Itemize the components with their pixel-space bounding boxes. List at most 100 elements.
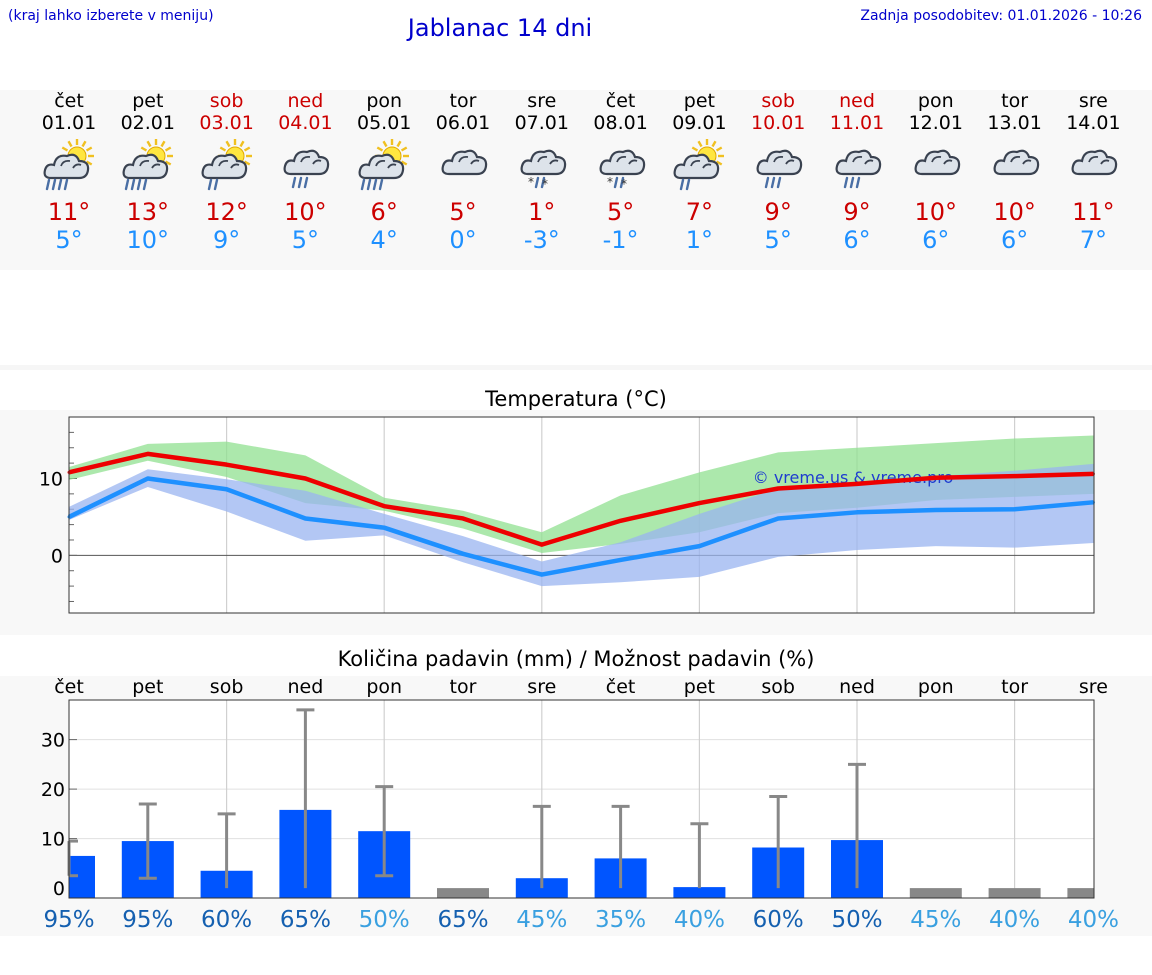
sun-ray [716, 160, 723, 166]
max-temp: 10° [993, 198, 1036, 226]
day-name: sob [209, 90, 244, 112]
category-label: ned [839, 676, 875, 698]
day-date: 08.01 [593, 112, 648, 134]
data-point-min [619, 558, 623, 562]
max-temp: 1° [528, 198, 556, 226]
min-temp: 7° [1079, 226, 1108, 254]
day-name: pet [683, 90, 715, 112]
data-point-min [776, 516, 780, 520]
cloud-detail [300, 155, 311, 163]
data-point-max [382, 504, 386, 508]
sun-ray [140, 146, 147, 152]
min-temp: 10° [126, 226, 170, 254]
cloud-shape [673, 153, 720, 180]
day-date: 10.01 [750, 112, 806, 134]
rain-drop [776, 176, 782, 189]
icon-shapes [914, 149, 960, 176]
cloud-shape [358, 153, 405, 180]
cloud-outline [599, 149, 645, 176]
region-menu-hint: (kraj lahko izberete v meniju) [8, 8, 214, 24]
day-column: čet 01.01 11° 5° [29, 90, 109, 254]
category-label: ned [288, 676, 324, 698]
precip-bar [437, 888, 489, 898]
cloud-detail [470, 159, 480, 165]
cloud-detail [375, 159, 386, 167]
max-temp: 6° [370, 198, 398, 226]
snow-flake: * [621, 177, 627, 191]
precip-bar [988, 888, 1041, 898]
rain-drop [136, 178, 141, 191]
day-name: pon [917, 90, 954, 112]
day-name: pet [132, 90, 164, 112]
sun-ray [61, 146, 69, 152]
category-label: tor [1001, 676, 1028, 698]
last-update: Zadnja posodobitev: 01.01.2026 - 10:26 [860, 8, 1142, 24]
cloud-detail [785, 159, 795, 165]
data-point-min [303, 516, 307, 520]
day-date: 11.01 [829, 112, 885, 134]
cloud-outline [914, 149, 960, 176]
rain-drop [855, 176, 861, 189]
data-point-min [225, 487, 229, 491]
cloud-shape [43, 153, 90, 180]
temperature-chart: 010 © vreme.us & vreme.pro [39, 416, 1095, 614]
cloud-rain-icon [835, 149, 882, 189]
icon-shapes [673, 139, 725, 191]
snow-flake: * [528, 175, 534, 189]
sun-ray [85, 160, 93, 166]
cloud-detail [1021, 159, 1031, 165]
precip-bar [673, 887, 726, 898]
cloud-outline [283, 149, 330, 176]
cloud-shape [201, 153, 247, 180]
day-name: čet [605, 90, 636, 112]
plot-frame [68, 699, 1095, 899]
sun-ray [85, 146, 93, 152]
min-temp: 0° [449, 226, 477, 254]
rain-drop [686, 178, 691, 191]
cloud-outline [43, 153, 90, 180]
range-band-max-range [69, 435, 1094, 554]
y-tick-label: 0 [53, 878, 65, 900]
day-column: pet 02.01 13° 10° [108, 90, 188, 254]
day-name: sre [1078, 90, 1108, 112]
cloud-icon [914, 149, 960, 176]
precip-chance-label: 60% [753, 907, 804, 933]
icon-shapes [43, 139, 94, 191]
day-name: sob [761, 90, 795, 112]
cloud-rain-icon [756, 149, 803, 189]
cloud-detail [151, 163, 161, 169]
category-label: čet [54, 676, 84, 698]
sun-ray [164, 160, 172, 166]
min-temp: 5° [291, 226, 320, 254]
cloud-detail [615, 155, 626, 163]
max-temp: 12° [205, 198, 248, 226]
rain-drop [57, 178, 63, 191]
day-column: sob 03.01 12° 9° [187, 90, 267, 254]
day-date: 01.01 [41, 112, 97, 134]
cloud-outline [441, 149, 488, 176]
day-name: ned [839, 90, 875, 112]
y-tick-label: 30 [41, 730, 65, 752]
precip-chance-label: 40% [989, 907, 1040, 933]
icon-shapes [283, 149, 330, 189]
day-column: sob 10.01 9° 5° [738, 90, 818, 254]
rain-drop [843, 176, 849, 189]
min-temp: 1° [685, 226, 714, 254]
rain-drop [298, 176, 303, 189]
sun-ray [160, 140, 166, 148]
sun-ray [382, 140, 388, 148]
icon-shapes: * * [599, 149, 645, 191]
max-temp: 5° [606, 198, 635, 226]
min-temp: 9° [212, 226, 241, 254]
rain-drop [142, 178, 147, 191]
sun-cloud-drizzle-icon [673, 139, 725, 191]
sun-ray [239, 140, 245, 148]
category-label: sob [210, 676, 244, 698]
cloud-detail [138, 159, 149, 167]
precip-chance-label: 50% [359, 907, 410, 933]
day-column: tor 13.01 10° 6° [975, 90, 1055, 254]
rain-drop [619, 176, 624, 189]
cloud-outline [756, 149, 803, 176]
cloud-detail [702, 163, 712, 169]
rain-drop [613, 176, 618, 189]
